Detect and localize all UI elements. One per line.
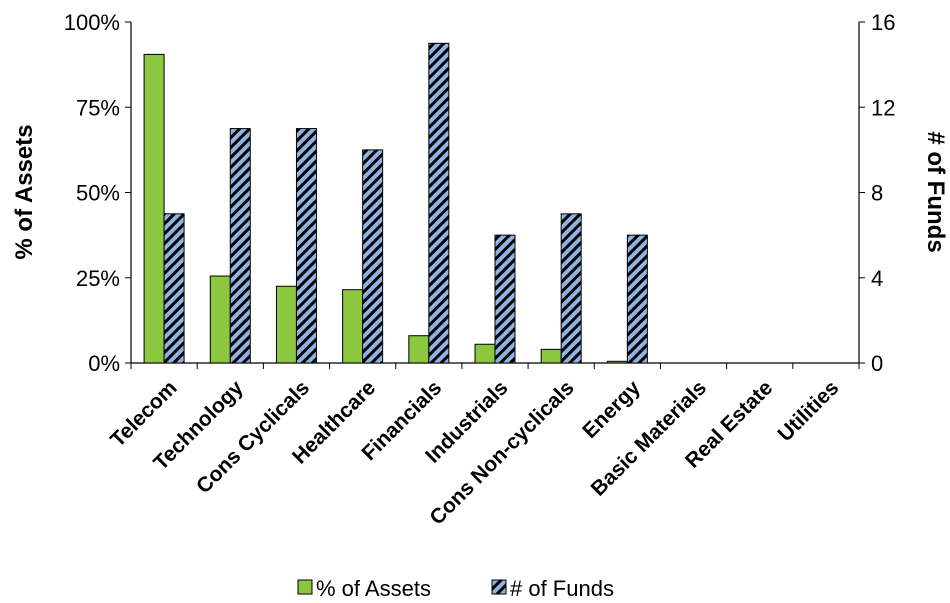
bar-assets [606, 360, 628, 364]
legend-swatch-funds [491, 579, 507, 595]
right-tick-label: 4 [871, 266, 883, 291]
category-label: Cons Cyclicals [192, 376, 314, 498]
left-tick-label: 0% [88, 351, 120, 376]
bar-funds [295, 128, 317, 364]
category-label: Utilities [774, 376, 844, 446]
right-tick-label: 16 [871, 10, 895, 35]
bar-funds [428, 42, 450, 364]
bar-assets [540, 348, 562, 364]
bar-funds [626, 234, 648, 364]
bar-assets [275, 285, 297, 364]
bar-funds [229, 128, 251, 364]
right-tick-label: 8 [871, 181, 883, 206]
bar-funds [560, 213, 582, 364]
left-axis-ticks: 0% 25% 50% 75% 100% [64, 10, 131, 376]
left-tick-label: 50% [76, 181, 120, 206]
category-label: Energy [578, 376, 645, 443]
bar-assets [408, 335, 430, 364]
bar-assets [209, 275, 231, 364]
left-axis-title: % of Assets [11, 124, 38, 259]
left-tick-label: 25% [76, 266, 120, 291]
legend: % of Assets # of Funds [297, 576, 614, 601]
right-tick-label: 0 [871, 351, 883, 376]
bar-funds [494, 234, 516, 364]
bar-assets [474, 343, 496, 364]
right-tick-label: 12 [871, 95, 895, 120]
legend-label-assets: % of Assets [316, 576, 431, 601]
left-tick-label: 100% [64, 10, 120, 35]
legend-label-funds: # of Funds [510, 576, 614, 601]
category-label: Basic Materials [587, 376, 711, 500]
bar-funds [362, 149, 384, 364]
legend-swatch-assets [297, 579, 313, 595]
bar-assets [342, 289, 364, 364]
right-axis-title: # of Funds [922, 131, 949, 252]
bar-funds [163, 213, 185, 364]
left-tick-label: 75% [76, 95, 120, 120]
right-axis-ticks: 0 4 8 12 16 [859, 10, 895, 376]
plot-area [130, 22, 860, 369]
bar-assets [143, 53, 165, 364]
